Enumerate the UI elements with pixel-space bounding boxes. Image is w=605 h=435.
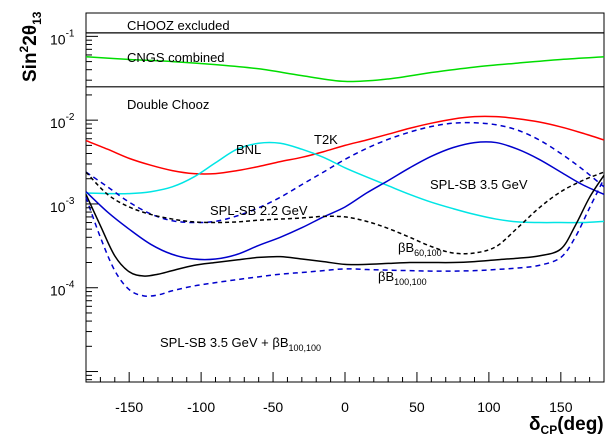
- label-beta-b-100-100: βB100,100: [378, 269, 427, 287]
- series-bb60: [85, 171, 605, 255]
- plot-frame: [85, 12, 605, 383]
- label-beta-b-60-100-base: βB: [398, 240, 414, 255]
- series-combo: [85, 178, 605, 297]
- y-axis-ticks: 10-1 10-2 10-3 10-4: [50, 28, 98, 381]
- x-axis-title-unit: (deg): [557, 414, 603, 435]
- label-combined-spl-beta-sub: 100,100: [289, 343, 322, 353]
- label-chooz-excluded: CHOOZ excluded: [127, 18, 230, 33]
- label-beta-b-100-100-sub: 100,100: [394, 277, 427, 287]
- x-tick-label: -100: [187, 399, 215, 415]
- series-lines: [85, 56, 605, 297]
- reference-lines: [86, 32, 604, 88]
- label-beta-b-60-100: βB60,100: [398, 240, 442, 258]
- x-tick-label: -150: [115, 399, 143, 415]
- y-tick-label: 10-3: [50, 196, 75, 215]
- y-tick-label: 10-2: [50, 112, 75, 131]
- label-combined-spl-beta-base: SPL-SB 3.5 GeV + βB: [160, 335, 289, 350]
- x-axis-title: δCP(deg): [529, 414, 604, 435]
- label-double-chooz: Double Chooz: [127, 97, 209, 112]
- x-axis-ticks: -150 -100 -50 0 50 100 150: [85, 372, 605, 415]
- x-tick-label: -50: [263, 399, 283, 415]
- x-tick-label: 0: [341, 399, 349, 415]
- label-t2k: T2K: [314, 132, 338, 147]
- label-combined-spl-beta: SPL-SB 3.5 GeV + βB100,100: [160, 335, 321, 353]
- x-tick-label: 50: [409, 399, 425, 415]
- series-bb100: [85, 174, 605, 277]
- label-spl-sb-2-2: SPL-SB 2.2 GeV: [210, 203, 308, 218]
- label-cngs-combined: CNGS combined: [127, 50, 225, 65]
- x-tick-label: 100: [477, 399, 501, 415]
- label-spl-sb-3-5: SPL-SB 3.5 GeV: [430, 177, 528, 192]
- series-t2k: [85, 115, 605, 175]
- y-axis-title-sub: 13: [30, 11, 44, 25]
- y-axis-title: Sin22θ13: [17, 11, 44, 82]
- y-axis-title-mid: 2θ: [20, 25, 41, 46]
- label-beta-b-100-100-base: βB: [378, 269, 394, 284]
- series-spl22: [85, 121, 605, 224]
- y-tick-label: 10-4: [50, 280, 75, 299]
- y-axis-title-sup: 2: [17, 45, 31, 52]
- series-cngs: [85, 56, 605, 83]
- label-bnl: BNL: [236, 142, 261, 157]
- y-tick-label: 10-1: [50, 28, 75, 47]
- x-tick-label: 150: [549, 399, 573, 415]
- series-bnl: [85, 141, 605, 224]
- x-axis-title-base: δ: [529, 414, 541, 435]
- series-spl35: [85, 141, 605, 261]
- label-beta-b-60-100-sub: 60,100: [414, 248, 442, 258]
- x-axis-title-sub: CP: [541, 423, 558, 435]
- y-axis-title-base: Sin: [20, 52, 41, 82]
